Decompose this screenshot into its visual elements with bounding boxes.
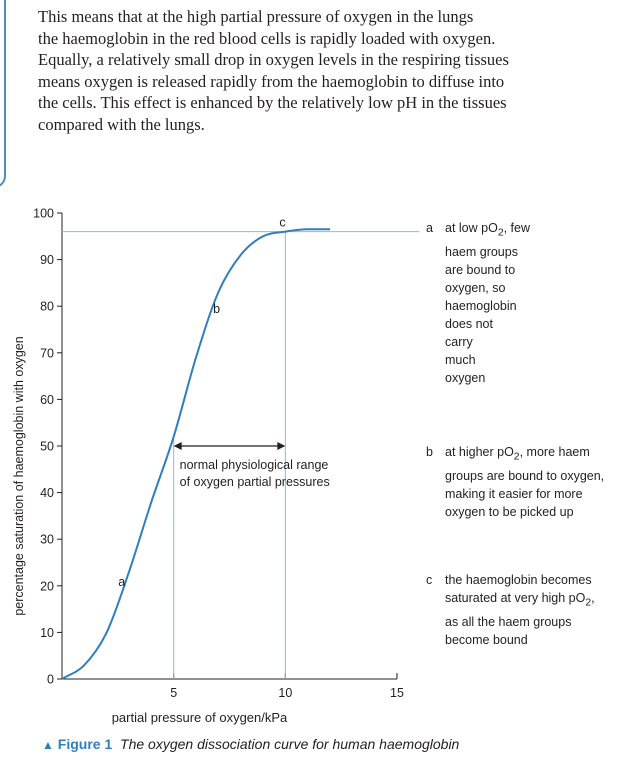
x-tick-label: 10 bbox=[278, 686, 292, 700]
y-tick-label: 0 bbox=[47, 673, 54, 687]
annotation-text: haem groups bbox=[445, 244, 518, 259]
annotation-text: carry bbox=[445, 334, 473, 349]
x-tick-label: 15 bbox=[390, 686, 404, 700]
y-tick-label: 30 bbox=[40, 533, 54, 547]
annotation-text: , bbox=[591, 591, 595, 605]
range-arrow bbox=[173, 442, 286, 450]
annotation-subscript: 2 bbox=[513, 451, 520, 463]
curve-point-label-c: c bbox=[279, 216, 285, 230]
x-axis-ticks: 5 10 15 bbox=[170, 673, 404, 700]
oxygen-dissociation-chart: 0 10 20 30 40 50 60 70 80 90 100 5 10 15 a b c normal … bbox=[12, 207, 420, 725]
side-bracket bbox=[0, 0, 6, 188]
y-tick-label: 10 bbox=[40, 626, 54, 640]
range-arrow-right-head bbox=[277, 442, 286, 450]
range-label-line-1: normal physiological range bbox=[180, 458, 329, 472]
annotation-text: become bound bbox=[445, 632, 528, 647]
x-tick-label: 5 bbox=[170, 686, 177, 700]
annotation-letter: c bbox=[426, 573, 433, 587]
y-tick-label: 90 bbox=[40, 253, 54, 267]
annotation-text: making it easier for more bbox=[445, 486, 583, 501]
y-tick-label: 50 bbox=[40, 440, 54, 454]
annotation-text: as all the haem groups bbox=[445, 614, 572, 629]
body-paragraph: This means that at the high partial pres… bbox=[38, 6, 613, 135]
body-line: means oxygen is released rapidly from th… bbox=[38, 71, 505, 91]
y-axis-label: percentage saturation of haemoglobin wit… bbox=[12, 336, 26, 615]
curve-point-labels: a b c bbox=[118, 216, 285, 589]
annotation-text: much bbox=[445, 352, 476, 367]
annotation-text: does not bbox=[445, 316, 493, 331]
range-arrow-left-head bbox=[173, 442, 182, 450]
annotation-text: haemoglobin bbox=[445, 298, 517, 313]
y-tick-label: 40 bbox=[40, 486, 54, 500]
curve-point-label-b: b bbox=[213, 302, 220, 316]
body-line: This means that at the high partial pres… bbox=[38, 7, 474, 26]
caption-triangle-icon: ▲ bbox=[42, 738, 54, 752]
y-tick-label: 80 bbox=[40, 300, 54, 314]
annotation-subscript: 2 bbox=[585, 597, 592, 609]
body-line: the haemoglobin in the red blood cells i… bbox=[38, 28, 496, 48]
annotation-text: saturated at very high pO bbox=[445, 591, 586, 605]
x-axis-label: partial pressure of oxygen/kPa bbox=[112, 710, 288, 725]
figure-caption: ▲ Figure 1 The oxygen dissociation curve… bbox=[42, 736, 459, 752]
y-tick-label: 70 bbox=[40, 346, 54, 360]
annotation-text: oxygen bbox=[445, 370, 486, 385]
y-tick-label: 60 bbox=[40, 393, 54, 407]
annotation-text: at higher pO bbox=[445, 445, 514, 459]
annotation-text: at low pO bbox=[445, 221, 498, 235]
y-tick-label: 20 bbox=[40, 579, 54, 593]
annotation-text: , few bbox=[503, 221, 531, 235]
caption-text: The oxygen dissociation curve for human … bbox=[120, 736, 460, 752]
body-line: the cells. This effect is enhanced by th… bbox=[38, 93, 507, 112]
y-axis-ticks: 0 10 20 30 40 50 60 70 80 90 100 bbox=[33, 207, 62, 687]
y-tick-label: 100 bbox=[33, 207, 54, 221]
dissociation-curve bbox=[61, 228, 331, 680]
body-line: Equally, a relatively small drop in oxyg… bbox=[38, 50, 509, 69]
range-label-line-2: of oxygen partial pressures bbox=[180, 475, 330, 489]
annotation-letter: a bbox=[426, 221, 433, 235]
annotation-subscript: 2 bbox=[497, 227, 504, 239]
annotation-text: the haemoglobin becomes bbox=[445, 573, 592, 587]
annotation-text: are bound to bbox=[445, 262, 516, 277]
annotation-text: oxygen to be picked up bbox=[445, 504, 574, 519]
curve-point-label-a: a bbox=[118, 575, 125, 589]
annotation-text: , more haem bbox=[519, 445, 590, 459]
annotation-letter: b bbox=[426, 445, 433, 459]
figure-label: Figure 1 bbox=[57, 736, 113, 752]
body-line: compared with the lungs. bbox=[38, 114, 205, 134]
annotation-text: oxygen, so bbox=[445, 280, 506, 295]
annotation-text: groups are bound to oxygen, bbox=[445, 468, 605, 483]
